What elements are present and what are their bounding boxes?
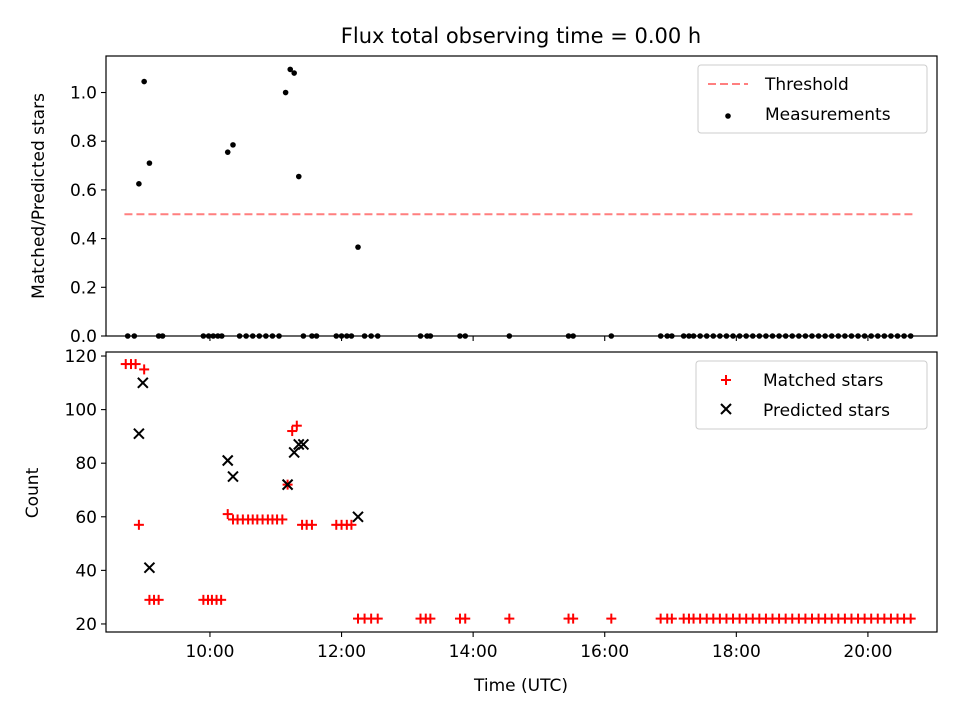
measurement-point — [224, 149, 231, 155]
y-tick-label: 0.8 — [70, 132, 97, 152]
x-tick-label: 16:00 — [580, 642, 629, 662]
y-tick-label: 60 — [75, 508, 97, 528]
top-plot-frame — [105, 55, 938, 337]
matched-stars-point — [153, 594, 164, 605]
y-tick-label: 120 — [65, 347, 97, 367]
matched-stars-point — [606, 613, 617, 624]
matched-stars-point — [222, 509, 233, 520]
y-tick-label: 0.0 — [70, 327, 97, 347]
matched-stars-point — [139, 364, 150, 375]
matched-stars-point — [568, 613, 579, 624]
matched-stars-point — [905, 613, 916, 624]
bottom-legend: Matched stars Predicted stars — [695, 360, 928, 430]
top-chart-title: Flux total observing time = 0.00 h — [341, 24, 701, 48]
y-tick-label: 100 — [65, 401, 97, 421]
measurement-point — [355, 244, 361, 250]
y-tick-label: 80 — [75, 454, 97, 474]
measurement-point — [230, 142, 236, 148]
matched-stars-point — [306, 519, 317, 530]
top-legend: Threshold Measurements — [697, 64, 928, 134]
bottom-plot-frame — [105, 351, 938, 633]
matched-stars-point — [130, 359, 141, 370]
x-tick-label: 18:00 — [712, 642, 761, 662]
legend-matched-label: Matched stars — [763, 371, 883, 391]
predicted-stars-point — [133, 428, 145, 440]
x-tick-label: 14:00 — [449, 642, 498, 662]
measurement-point — [291, 70, 297, 76]
x-axis-label: Time (UTC) — [473, 676, 568, 696]
predicted-stars-point — [143, 561, 156, 574]
legend-measurements-label: Measurements — [765, 105, 891, 125]
matched-stars-point — [346, 519, 357, 530]
measurement-point — [141, 78, 147, 85]
predicted-stars-point — [281, 478, 294, 491]
predicted-stars-point — [288, 446, 300, 459]
x-tick-label: 20:00 — [843, 642, 892, 662]
matched-stars-point — [216, 594, 227, 605]
measurement-point — [287, 66, 294, 73]
predicted-stars-point — [293, 438, 305, 451]
predicted-stars-point — [297, 438, 310, 451]
y-tick-label: 1.0 — [70, 84, 97, 104]
y-tick-label: 0.6 — [70, 181, 97, 201]
measurement-point — [146, 160, 153, 166]
measurement-point — [136, 181, 142, 187]
y-tick-label: 0.4 — [70, 230, 97, 250]
predicted-stars-point — [137, 377, 149, 389]
measurement-point — [295, 173, 302, 180]
legend-predicted-label: Predicted stars — [763, 401, 890, 421]
measurement-point — [282, 89, 289, 96]
matched-stars-point — [504, 613, 515, 624]
matched-stars-point — [287, 426, 298, 437]
predicted-stars-point — [227, 470, 239, 483]
matched-stars-point — [372, 613, 383, 624]
bottom-plot-marks — [120, 359, 916, 624]
bottom-legend-box — [695, 360, 928, 430]
legend-threshold-label: Threshold — [764, 75, 849, 95]
top-legend-box — [697, 64, 928, 134]
legend-matched-swatch — [721, 375, 731, 385]
matched-stars-point — [666, 613, 677, 624]
legend-predicted-swatch — [720, 403, 732, 415]
matched-stars-point — [277, 514, 288, 525]
x-tick-label: 12:00 — [317, 642, 366, 662]
y-tick-label: 0.2 — [70, 278, 97, 298]
bottom-x-axis: 10:00 12:00 14:00 16:00 18:00 20:00 — [185, 632, 892, 662]
matched-stars-point — [460, 613, 471, 624]
top-x-axis — [209, 336, 869, 341]
y-tick-label: 40 — [75, 561, 97, 581]
matched-stars-point — [133, 519, 144, 530]
top-y-axis-label: Matched/Predicted stars — [29, 93, 49, 299]
y-tick-label: 20 — [75, 615, 97, 635]
predicted-stars-point — [352, 511, 364, 523]
bottom-y-axis-label: Count — [23, 467, 43, 518]
matched-stars-point — [425, 613, 436, 624]
top-y-axis: 0.0 0.2 0.4 0.6 0.8 1.0 — [70, 84, 106, 347]
predicted-stars-point — [222, 454, 234, 467]
matched-stars-point — [291, 420, 302, 431]
bottom-y-axis: 20 40 60 80 100 120 — [65, 347, 106, 635]
x-tick-label: 10:00 — [185, 642, 234, 662]
legend-measurements-swatch — [725, 113, 731, 119]
